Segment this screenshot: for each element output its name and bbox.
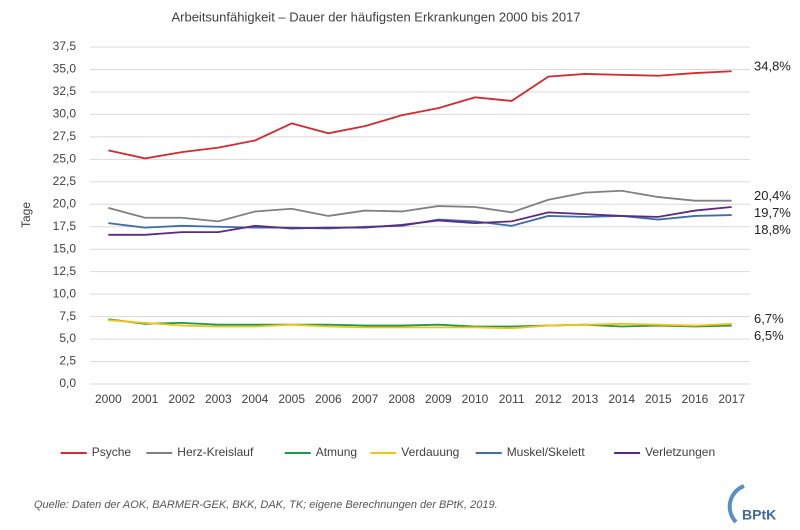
y-tick-label: 32,5: [53, 84, 77, 98]
x-tick-label: 2000: [95, 392, 122, 406]
x-tick-label: 2006: [315, 392, 342, 406]
legend-label: Atmung: [316, 445, 357, 459]
series-line: [108, 189, 732, 223]
x-tick-label: 2015: [645, 392, 672, 406]
y-tick-label: 0,0: [59, 376, 76, 390]
x-tick-label: 2016: [682, 392, 709, 406]
end-label: 20,4%: [754, 188, 791, 203]
y-tick-label: 20,0: [53, 196, 77, 210]
legend-label: Psyche: [92, 445, 132, 459]
logo-arc: [727, 484, 745, 524]
x-tick-label: 2004: [242, 392, 269, 406]
x-tick-label: 2009: [425, 392, 452, 406]
x-tick-label: 2014: [608, 392, 635, 406]
end-label: 18,8%: [754, 222, 791, 237]
x-tick-label: 2001: [132, 392, 159, 406]
logo-text: BPtK: [742, 507, 776, 523]
x-tick-label: 2017: [718, 392, 745, 406]
x-tick-label: 2010: [462, 392, 489, 406]
y-tick-label: 2,5: [59, 354, 76, 368]
series-line: [108, 319, 732, 330]
end-label: 34,8%: [754, 59, 791, 74]
x-tick-label: 2007: [352, 392, 379, 406]
logo: BPtK: [727, 484, 776, 524]
y-tick-label: 25,0: [53, 152, 77, 166]
end-label: 19,7%: [754, 205, 791, 220]
source-note: Quelle: Daten der AOK, BARMER-GEK, BKK, …: [34, 499, 498, 511]
x-tick-label: 2008: [388, 392, 415, 406]
legend-label: Verletzungen: [645, 445, 715, 459]
y-tick-label: 22,5: [53, 174, 77, 188]
y-tick-label: 5,0: [59, 331, 76, 345]
legend-label: Verdauung: [401, 445, 459, 459]
y-tick-label: 35,0: [53, 62, 77, 76]
x-tick-label: 2002: [168, 392, 195, 406]
y-axis-label: Tage: [19, 202, 33, 228]
end-label: 6,5%: [754, 328, 784, 343]
x-tick-label: 2011: [499, 392, 525, 406]
y-tick-label: 10,0: [53, 286, 77, 300]
series-line: [108, 70, 732, 160]
legend-label: Muskel/Skelett: [507, 445, 586, 459]
legend-label: Herz-Kreislauf: [177, 445, 254, 459]
series-line: [108, 206, 732, 236]
y-tick-label: 30,0: [53, 107, 77, 121]
x-tick-label: 2012: [535, 392, 562, 406]
x-tick-label: 2003: [205, 392, 232, 406]
y-tick-label: 37,5: [53, 39, 77, 53]
y-tick-label: 15,0: [53, 241, 77, 255]
legend: Psyche Herz-Kreislauf Atmung Verdauung Muske…: [60, 445, 715, 459]
series-line: [108, 318, 732, 328]
x-tick-label: 2005: [278, 392, 305, 406]
y-tick-label: 27,5: [53, 129, 77, 143]
y-tick-label: 7,5: [59, 309, 76, 323]
chart-title: Arbeitsunfähigkeit – Dauer der häufigste…: [171, 9, 580, 24]
end-label: 6,7%: [754, 311, 784, 326]
y-tick-label: 12,5: [53, 264, 77, 278]
x-tick-label: 2013: [572, 392, 599, 406]
y-tick-label: 17,5: [53, 219, 77, 233]
